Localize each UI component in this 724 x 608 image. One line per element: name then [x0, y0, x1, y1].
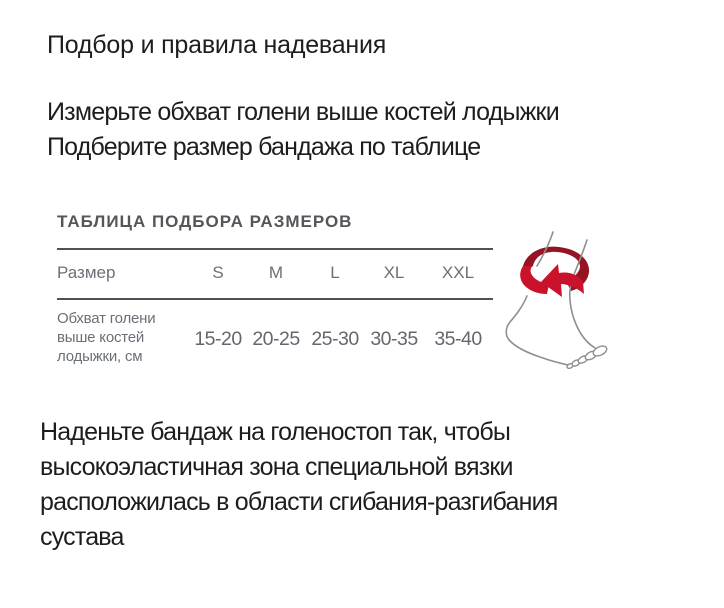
wearing-instructions: Наденьте бандаж на голеностоп так, чтобы…: [40, 415, 558, 555]
girth-value-xl: 30-35: [370, 328, 418, 350]
girth-value-xxl: 35-40: [434, 328, 482, 350]
instruction-line: Подберите размер бандажа по таблице: [47, 133, 481, 161]
girth-value-l: 25-30: [311, 328, 359, 350]
size-value-xxl: XXL: [441, 263, 475, 282]
size-table-title: ТАБЛИЦА ПОДБОРА РАЗМЕРОВ: [57, 212, 353, 231]
size-value-l: L: [330, 263, 340, 282]
size-value-xl: XL: [383, 263, 405, 282]
size-row-label: Размер: [57, 263, 116, 282]
measure-band-front: [520, 266, 549, 294]
instruction-line: Измерьте обхват голени выше костей лодыж…: [47, 98, 560, 126]
instruction-line: Наденьте бандаж на голеностоп так, чтобы: [40, 418, 511, 446]
table-rule-top: [57, 248, 493, 250]
table-rule-middle: [57, 298, 493, 300]
measure-instructions: Измерьте обхват голени выше костей лодыж…: [47, 95, 560, 165]
size-value-m: M: [268, 263, 284, 282]
wrap-arrow-icon: [541, 264, 584, 297]
instruction-line: расположилась в области сгибания-разгиба…: [40, 488, 558, 516]
table-row-size: Размер S M L XL XXL: [57, 263, 493, 283]
size-value-s: S: [212, 263, 224, 282]
ankle-measure-illustration: [505, 231, 608, 370]
girth-label-line: лодыжки, см: [57, 348, 143, 365]
page-title: Подбор и правила надевания: [47, 31, 387, 59]
girth-value-s: 15-20: [194, 328, 242, 350]
girth-label-line: Обхват голени: [57, 310, 156, 327]
leg-outline-right: [568, 239, 596, 349]
instruction-line: сустава: [40, 523, 124, 551]
girth-value-m: 20-25: [252, 328, 300, 350]
table-row-girth: Обхват голени выше костей лодыжки, см 15…: [57, 309, 493, 366]
big-toe-outline: [592, 345, 608, 357]
girth-label-line: выше костей: [57, 329, 145, 346]
leg-outline-left-upper: [536, 231, 554, 267]
instruction-line: высокоэластичная зона специальной вязки: [40, 453, 514, 481]
girth-row-label: Обхват голени выше костей лодыжки, см: [57, 309, 189, 366]
heel-sole-outline: [505, 295, 574, 367]
